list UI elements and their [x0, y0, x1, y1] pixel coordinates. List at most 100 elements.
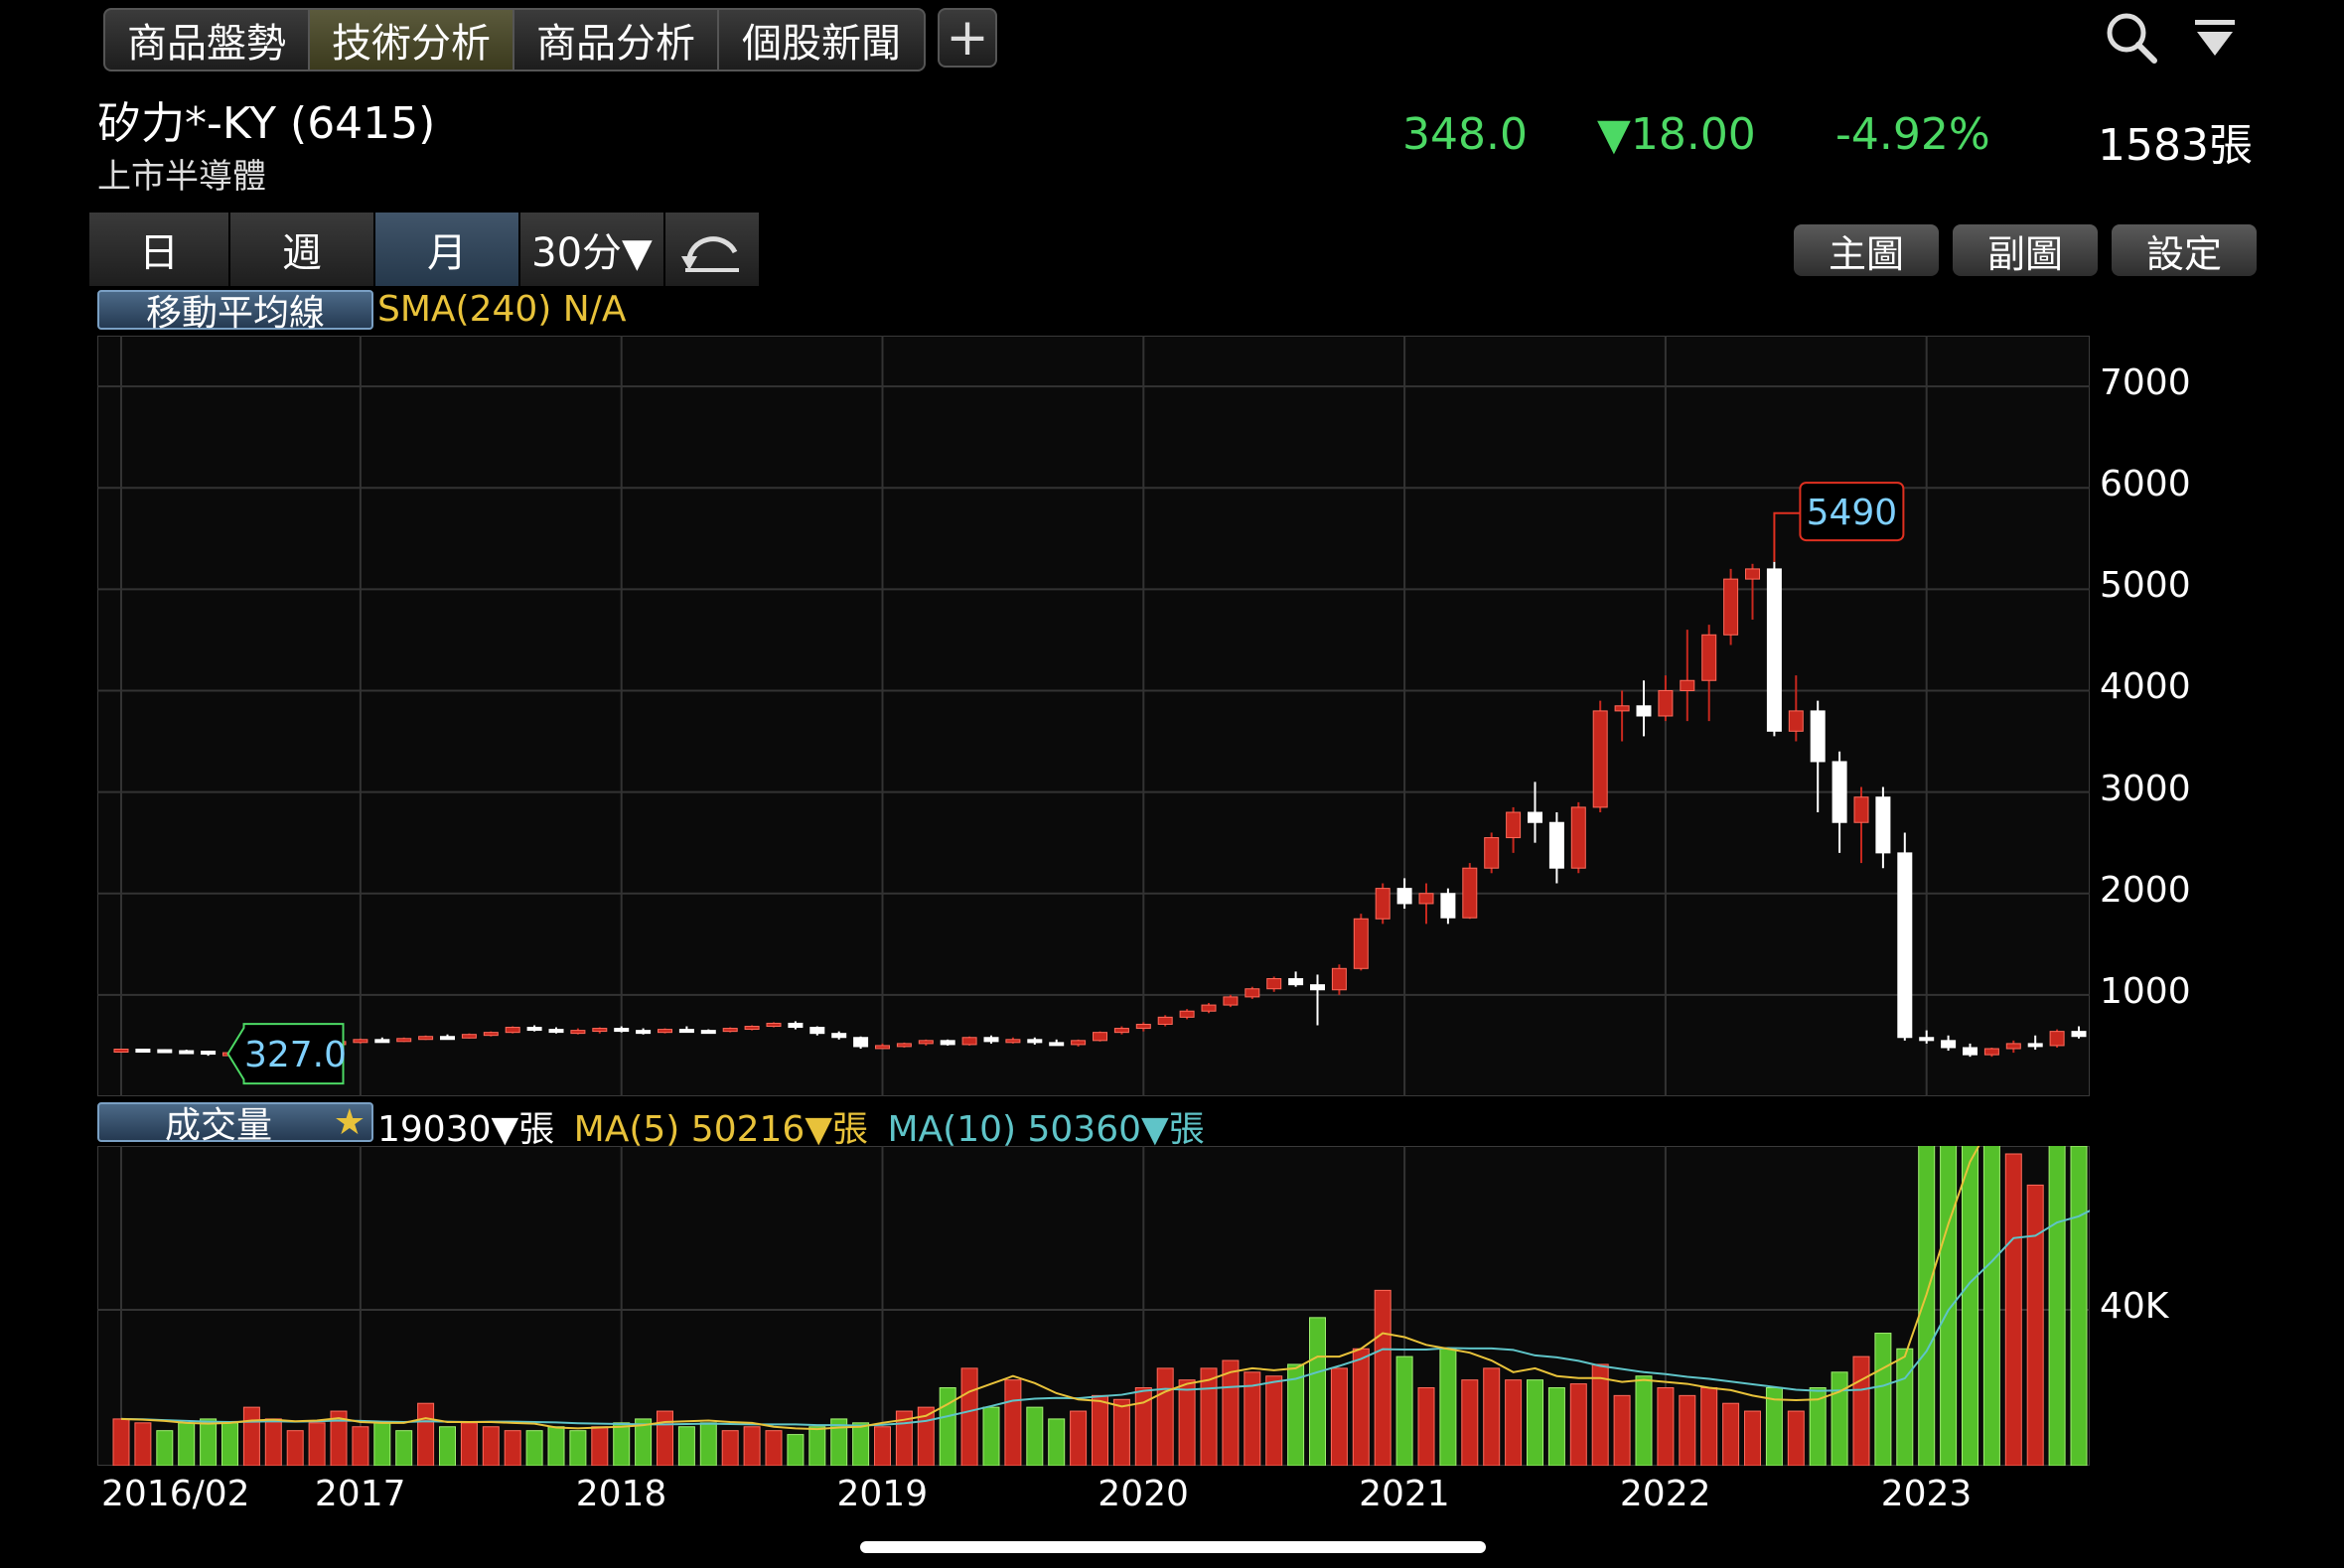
candle-body: [1375, 888, 1391, 920]
candle-body: [1941, 1040, 1957, 1049]
volume-bar: [352, 1426, 369, 1466]
volume-bar: [1700, 1387, 1718, 1466]
price-tick-label: 3000: [2100, 768, 2191, 809]
sma-legend: SMA(240) N/A: [377, 289, 627, 330]
volume-bar: [1852, 1355, 1870, 1466]
price-chart[interactable]: 5490 327.0: [97, 336, 2090, 1096]
candle-body: [1113, 1028, 1129, 1034]
candle-body: [1484, 837, 1500, 869]
candle-body: [1223, 996, 1239, 1006]
volume-bar: [1352, 1348, 1370, 1466]
volume-bar: [439, 1426, 456, 1466]
tab-stock-news[interactable]: 個股新聞: [742, 21, 901, 67]
candle-body: [1614, 705, 1630, 712]
candle-body: [1528, 811, 1542, 823]
tab-technical-analysis[interactable]: 技術分析: [310, 10, 514, 70]
candle-body: [1963, 1047, 1978, 1056]
candle-body: [1396, 888, 1412, 905]
candle-body: [875, 1045, 890, 1050]
candle-body: [2071, 1031, 2087, 1038]
volume-bar: [657, 1410, 673, 1466]
star-icon[interactable]: ★: [333, 1101, 366, 1143]
tab-product-analysis[interactable]: 商品分析: [514, 10, 719, 70]
add-tab-button[interactable]: +: [938, 8, 997, 68]
volume-bar: [1547, 1387, 1565, 1466]
candle-body: [1897, 852, 1913, 1039]
candle-body: [592, 1028, 608, 1033]
candle-body: [1331, 967, 1347, 991]
ma5-line: [120, 1146, 1980, 1431]
volume-bar: [721, 1430, 739, 1466]
volume-bar: [1026, 1406, 1044, 1466]
candle-body: [179, 1050, 195, 1055]
volume-bar: [242, 1406, 260, 1466]
candle-body: [831, 1033, 847, 1039]
candle-body: [1983, 1048, 1999, 1056]
volume-bar: [982, 1406, 1000, 1466]
stock-category: 上市半導體: [97, 157, 266, 197]
volume-bar: [1222, 1359, 1240, 1466]
candle-body: [658, 1029, 672, 1034]
volume-bar: [1483, 1367, 1501, 1466]
candle-body: [678, 1029, 694, 1034]
candle-body: [1049, 1042, 1065, 1047]
price-chart-frame: [97, 336, 2090, 1096]
candle-body: [1418, 893, 1434, 905]
volume-bar: [1309, 1317, 1326, 1466]
filter-dropdown-icon[interactable]: [2193, 14, 2237, 64]
sub-chart-button[interactable]: 副圖: [1953, 224, 2098, 276]
candle-body: [1135, 1023, 1151, 1030]
volume-bar: [1287, 1363, 1305, 1466]
candle-body: [788, 1022, 804, 1029]
period-30min-dropdown[interactable]: 30分▼: [520, 213, 665, 286]
volume-bar: [2004, 1153, 2022, 1466]
volume-bar: [1178, 1379, 1196, 1466]
volume-bar: [1896, 1348, 1914, 1466]
candle-body: [1701, 634, 1717, 681]
volume-bar: [1744, 1410, 1761, 1466]
candle-body: [1919, 1037, 1935, 1042]
date-tick-label: 2017: [314, 1474, 406, 1514]
period-week-tab[interactable]: 週: [230, 213, 375, 286]
volume-chart[interactable]: [97, 1146, 2090, 1466]
tab-market[interactable]: 商品盤勢: [105, 10, 310, 70]
candle-body: [1570, 806, 1586, 869]
volume-bar: [1417, 1387, 1435, 1466]
candle-body: [744, 1026, 760, 1031]
candle-body: [1201, 1004, 1217, 1012]
date-tick-label: 2020: [1098, 1474, 1189, 1514]
volume-bar: [200, 1418, 218, 1466]
candle-body: [722, 1028, 738, 1033]
candle-body: [1506, 811, 1522, 839]
candle-body: [201, 1051, 217, 1056]
candle-body: [2005, 1043, 2021, 1050]
volume-bar: [417, 1402, 435, 1466]
volume-value: 19030▼張: [377, 1109, 555, 1150]
volume-axis: 40K: [2100, 1146, 2338, 1466]
candle-body: [1310, 984, 1325, 991]
volume-bar: [960, 1367, 978, 1466]
candle-body: [1548, 821, 1564, 869]
period-month-tab[interactable]: 月: [375, 213, 520, 286]
ma-panel-label[interactable]: 移動平均線: [97, 290, 373, 334]
candle-body: [570, 1030, 586, 1035]
volume-bar: [874, 1426, 891, 1466]
candle-body: [1875, 796, 1891, 854]
volume-panel-label[interactable]: 成交量 ★: [97, 1101, 373, 1146]
volume-bar: [156, 1430, 174, 1466]
candle-body: [1636, 705, 1652, 717]
price-tick-label: 4000: [2100, 666, 2191, 708]
settings-button[interactable]: 設定: [2112, 224, 2257, 276]
main-chart-button[interactable]: 主圖: [1794, 224, 1939, 276]
volume-bar: [1505, 1379, 1523, 1466]
volume-bar: [1330, 1367, 1348, 1466]
volume-bar: [1092, 1394, 1108, 1466]
search-icon[interactable]: [2104, 10, 2159, 66]
home-indicator[interactable]: [860, 1541, 1486, 1553]
price-tick-label: 6000: [2100, 464, 2191, 505]
volume-tick-label: 40K: [2100, 1286, 2169, 1327]
volume-bar: [743, 1426, 761, 1466]
rotate-button[interactable]: [665, 213, 761, 286]
period-day-tab[interactable]: 日: [89, 213, 230, 286]
date-tick-label: 2019: [836, 1474, 929, 1514]
